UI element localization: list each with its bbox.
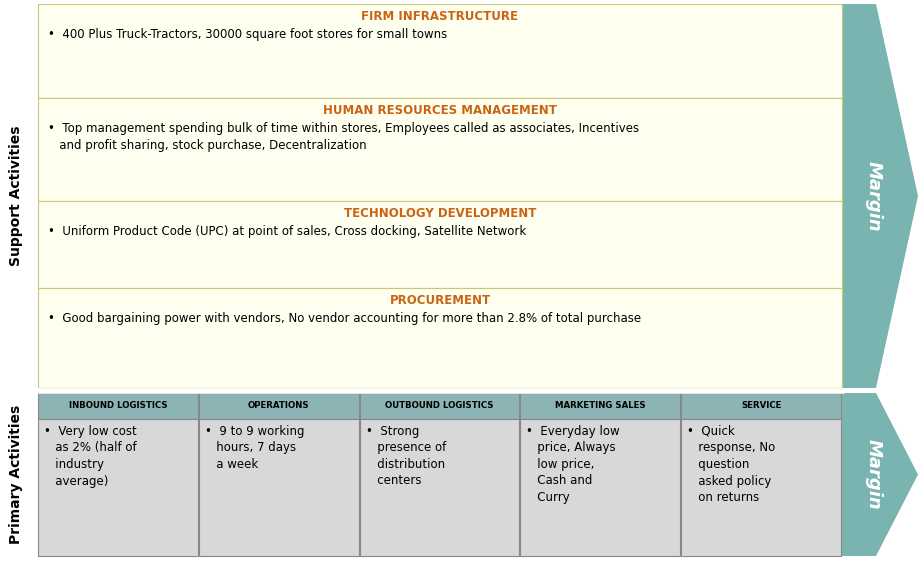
Text: FIRM INFRASTRUCTURE: FIRM INFRASTRUCTURE bbox=[361, 10, 518, 22]
Text: •  Very low cost
   as 2% (half of
   industry
   average): • Very low cost as 2% (half of industry … bbox=[44, 425, 137, 488]
Text: •  Strong
   presence of
   distribution
   centers: • Strong presence of distribution center… bbox=[365, 425, 446, 488]
Bar bbox=[38, 419, 198, 556]
Bar bbox=[520, 419, 679, 556]
Polygon shape bbox=[841, 393, 917, 556]
Text: OUTBOUND LOGISTICS: OUTBOUND LOGISTICS bbox=[385, 402, 494, 411]
Text: INBOUND LOGISTICS: INBOUND LOGISTICS bbox=[69, 402, 167, 411]
Text: •  Uniform Product Code (UPC) at point of sales, Cross docking, Satellite Networ: • Uniform Product Code (UPC) at point of… bbox=[48, 225, 526, 238]
Bar bbox=[359, 419, 519, 556]
Text: MARKETING SALES: MARKETING SALES bbox=[554, 402, 645, 411]
Text: PROCUREMENT: PROCUREMENT bbox=[389, 293, 490, 306]
Bar bbox=[38, 4, 841, 98]
Bar bbox=[680, 419, 840, 556]
Bar bbox=[520, 393, 679, 419]
Bar bbox=[38, 393, 198, 419]
Bar bbox=[359, 393, 519, 419]
Bar bbox=[680, 393, 840, 419]
Text: OPERATIONS: OPERATIONS bbox=[247, 402, 309, 411]
Text: SERVICE: SERVICE bbox=[740, 402, 780, 411]
Bar bbox=[38, 201, 841, 288]
Polygon shape bbox=[841, 4, 917, 388]
Text: Margin: Margin bbox=[864, 439, 882, 510]
Text: Margin: Margin bbox=[864, 160, 882, 231]
Text: Primary Activities: Primary Activities bbox=[9, 405, 23, 544]
Bar bbox=[38, 98, 841, 201]
Text: •  Quick
   response, No
   question
   asked policy
   on returns: • Quick response, No question asked poli… bbox=[686, 425, 775, 504]
Text: •  9 to 9 working
   hours, 7 days
   a week: • 9 to 9 working hours, 7 days a week bbox=[205, 425, 304, 471]
Bar bbox=[199, 393, 358, 419]
Text: •  Top management spending bulk of time within stores, Employees called as assoc: • Top management spending bulk of time w… bbox=[48, 122, 639, 152]
Bar bbox=[38, 288, 841, 388]
Text: TECHNOLOGY DEVELOPMENT: TECHNOLOGY DEVELOPMENT bbox=[344, 206, 536, 219]
Bar bbox=[199, 419, 358, 556]
Text: HUMAN RESOURCES MANAGEMENT: HUMAN RESOURCES MANAGEMENT bbox=[323, 103, 556, 117]
Text: Support Activities: Support Activities bbox=[9, 126, 23, 266]
Text: •  Everyday low
   price, Always
   low price,
   Cash and
   Curry: • Everyday low price, Always low price, … bbox=[526, 425, 619, 504]
Text: •  400 Plus Truck-Tractors, 30000 square foot stores for small towns: • 400 Plus Truck-Tractors, 30000 square … bbox=[48, 28, 447, 41]
Text: •  Good bargaining power with vendors, No vendor accounting for more than 2.8% o: • Good bargaining power with vendors, No… bbox=[48, 312, 641, 325]
